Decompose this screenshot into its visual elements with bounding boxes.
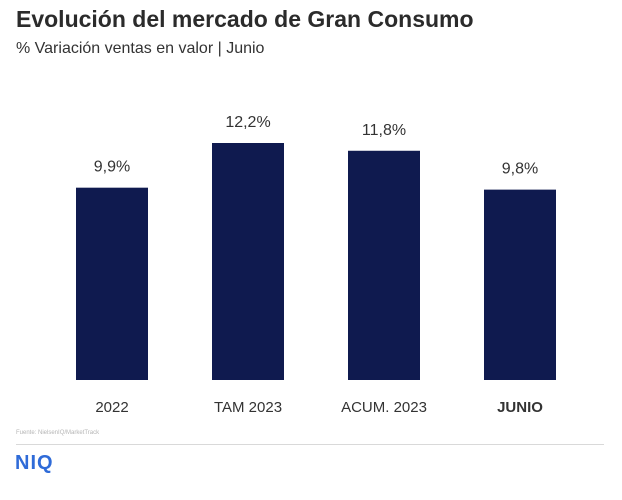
bar-1	[76, 187, 148, 380]
bar-4	[484, 189, 556, 380]
bar-2	[212, 143, 284, 380]
chart-subtitle: % Variación ventas en valor | Junio	[16, 40, 265, 57]
source-note: Fuente: NielsenIQ/MarketTrack	[16, 430, 100, 436]
value-label-3: 11,8%	[362, 122, 406, 139]
category-label-3: ACUM. 2023	[341, 399, 427, 416]
niq-logo: NIQ	[15, 452, 54, 474]
category-label-2: TAM 2023	[214, 399, 282, 416]
category-label-1: 2022	[95, 399, 128, 416]
value-label-4: 9,8%	[502, 161, 538, 178]
value-label-1: 9,9%	[94, 159, 130, 176]
category-label-4: JUNIO	[497, 399, 543, 416]
bar-chart: 9,9% 2022 12,2% TAM 2023 11,8% ACUM. 2023 9,8%…	[76, 114, 556, 416]
chart-title: Evolución del mercado de Gran Consumo	[16, 6, 474, 32]
footer-divider	[16, 444, 604, 445]
value-label-2: 12,2%	[225, 114, 270, 131]
bar-3	[348, 150, 420, 380]
